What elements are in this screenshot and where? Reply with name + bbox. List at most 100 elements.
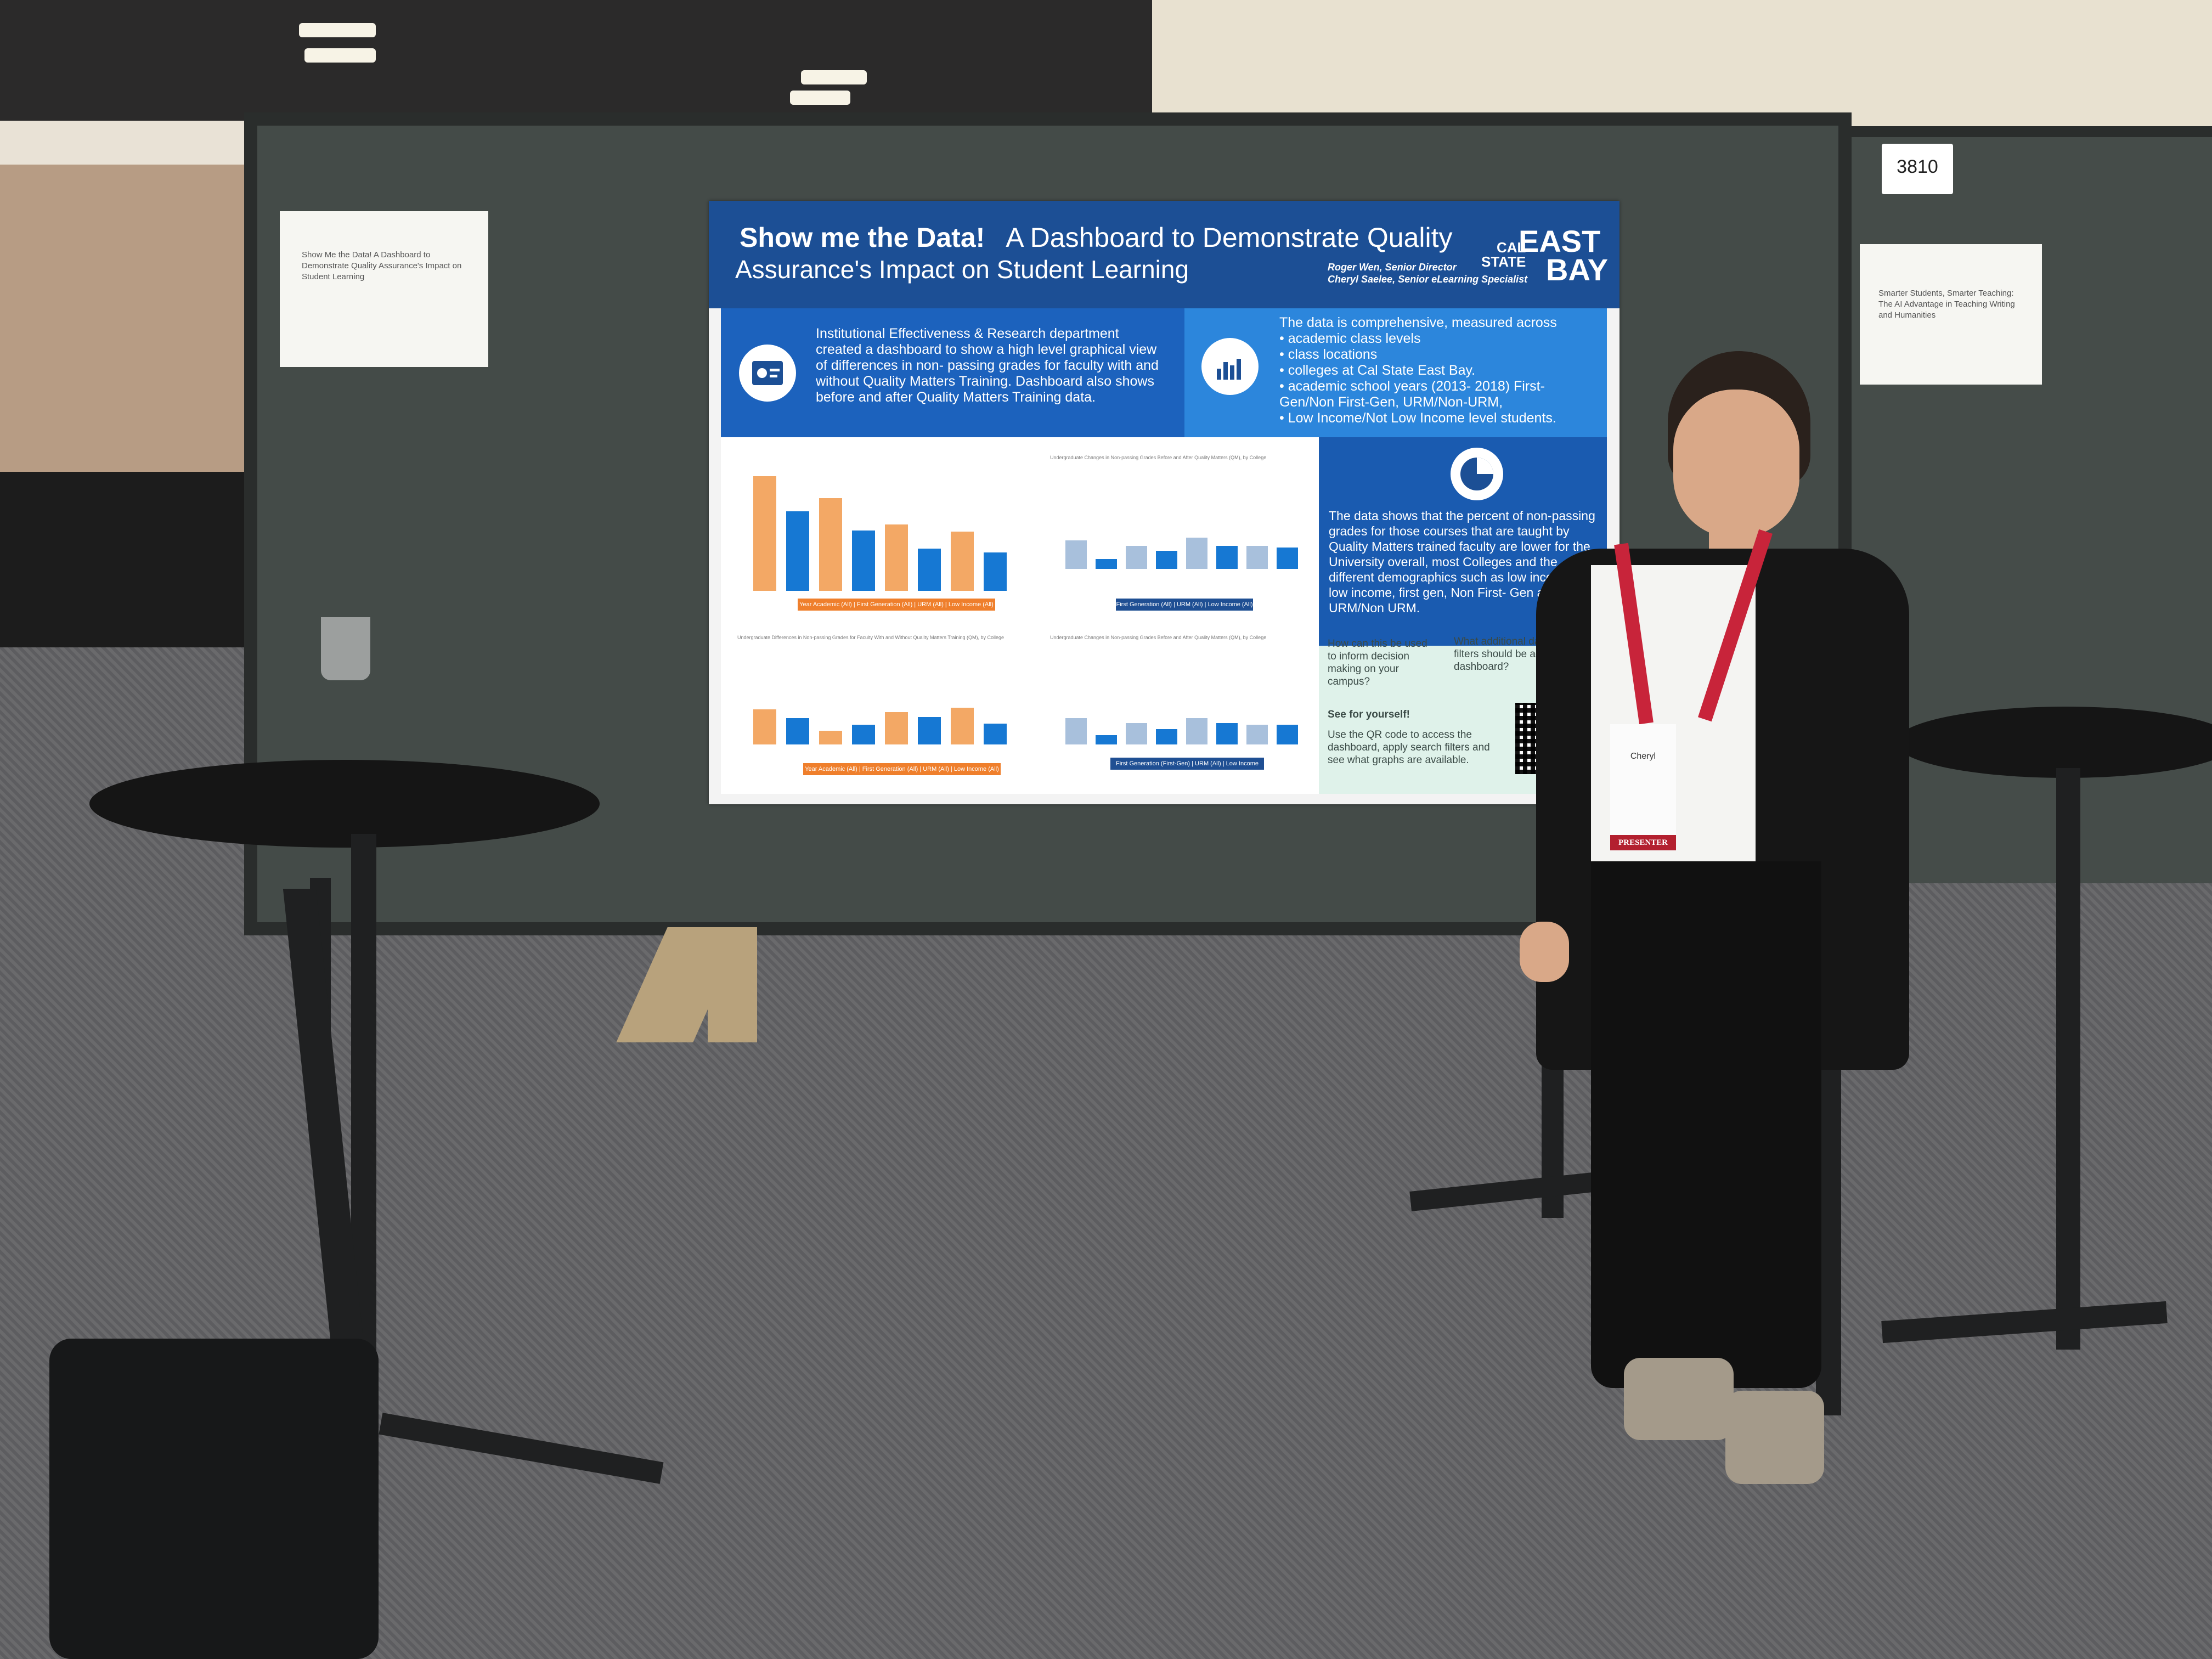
pie-chart-icon [1451, 448, 1503, 500]
right-title-note: Smarter Students, Smarter Teaching: The … [1860, 244, 2042, 385]
chart-bar [1216, 546, 1238, 569]
chart-bar [1277, 548, 1298, 569]
right-note-text: Smarter Students, Smarter Teaching: The … [1878, 289, 2015, 320]
chart-bar [1065, 540, 1087, 569]
measure-item: • academic class levels [1279, 331, 1421, 346]
chart-bar [819, 730, 842, 744]
logo-east: EAST [1519, 224, 1601, 258]
chart-3-plot [748, 668, 1012, 744]
chart-bar [1246, 724, 1268, 744]
chart-bar [1277, 724, 1298, 744]
chart-bar [1186, 718, 1207, 744]
chart-bar [918, 716, 941, 744]
name-badge: Cheryl PRESENTER [1610, 724, 1676, 850]
chart-bar [885, 712, 908, 744]
chart-bar [753, 476, 776, 591]
chart-4-plot [1061, 668, 1302, 744]
right-table-pole [2056, 768, 2080, 1350]
chart-bar [1246, 546, 1268, 569]
chart-1-legend: Year Academic (All) | First Generation (… [798, 599, 995, 611]
chart-bar [1126, 546, 1147, 569]
university-logo-big: EAST BAY [1519, 224, 1609, 287]
chart-4-title: Undergraduate Changes in Non-passing Gra… [1050, 635, 1267, 640]
chart-bar [1156, 729, 1177, 744]
chart-bar [753, 709, 776, 744]
chart-4-legend: First Generation (First-Gen) | URM (All)… [1110, 758, 1264, 779]
ceiling-light [790, 91, 850, 105]
chart-bar [786, 511, 809, 591]
poster-title-bold: Show me the Data! [740, 222, 985, 253]
brick-wall [0, 165, 274, 494]
research-poster: Show me the Data! A Dashboard to Demonst… [709, 201, 1620, 804]
chart-bar [918, 549, 941, 591]
dashboard-icon [739, 345, 796, 402]
presenter-right-shoe [1725, 1391, 1824, 1484]
measure-text: academic class levels [1288, 331, 1421, 346]
poster-authors: Roger Wen, Senior Director Cheryl Saelee… [1328, 261, 1527, 285]
ceiling-light [304, 48, 376, 63]
see-for-yourself-text: Use the QR code to access the dashboard,… [1328, 729, 1490, 766]
measure-text: academic school years (2013- 2018) First… [1279, 379, 1545, 410]
plastic-cup [321, 617, 370, 680]
chart-1-plot [748, 470, 1012, 591]
chart-1: Year Academic (All) | First Generation (… [737, 470, 1023, 613]
ceiling-light [801, 70, 867, 84]
chart-bar [1065, 718, 1087, 744]
university-logo-small: CAL STATE [1481, 240, 1526, 269]
measure-item: • class locations [1279, 347, 1378, 362]
intro-text: Institutional Effectiveness & Research d… [816, 326, 1159, 405]
left-note-text: Show Me the Data! A Dashboard to Demonst… [302, 250, 462, 281]
chart-bar [852, 531, 875, 591]
measure-text: colleges at Cal State East Bay. [1288, 363, 1476, 378]
charts-area: Year Academic (All) | First Generation (… [721, 437, 1319, 794]
chart-bar [1126, 723, 1147, 744]
poster-header [709, 201, 1620, 308]
chart-bar [1186, 538, 1207, 569]
backpack [49, 1339, 379, 1659]
passerby-legs [708, 927, 757, 1042]
bar-chart-icon [1201, 338, 1259, 395]
presenter-left-shoe [1624, 1358, 1734, 1440]
chart-2-legend: First Generation (All) | URM (All) | Low… [1116, 599, 1253, 611]
chart-3-legend: Year Academic (All) | First Generation (… [803, 763, 1001, 775]
see-for-yourself-heading: See for yourself! [1328, 709, 1410, 720]
measure-item: • academic school years (2013- 2018) Fir… [1279, 379, 1545, 410]
poster-title-line2: Assurance's Impact on Student Learning [735, 255, 1189, 284]
presenter-pants [1591, 861, 1821, 1388]
chart-bar [819, 498, 842, 591]
measure-text: class locations [1288, 347, 1378, 362]
logo-cal: CAL [1496, 239, 1526, 256]
question-1: How can this be used to inform decision … [1328, 638, 1427, 687]
measures-block: The data is comprehensive, measured acro… [1279, 315, 1598, 426]
author-2: Cheryl Saelee, Senior eLearning Speciali… [1328, 274, 1528, 285]
chart-bar [1216, 723, 1238, 744]
measure-item: • Low Income/Not Low Income level studen… [1279, 410, 1556, 426]
presenter-left-hand [1520, 922, 1569, 982]
measure-text: Low Income/Not Low Income level students… [1288, 410, 1556, 426]
left-high-table [89, 760, 600, 848]
chart-bar [885, 524, 908, 591]
chart-bar [984, 724, 1007, 744]
chart-bar [1156, 551, 1177, 569]
right-high-table [1895, 707, 2212, 778]
badge-role: PRESENTER [1610, 835, 1676, 850]
chart-bar [951, 707, 974, 744]
chart-bar [984, 552, 1007, 591]
chart-3-title: Undergraduate Differences in Non-passing… [737, 635, 1005, 640]
chart-4: Undergraduate Changes in Non-passing Gra… [1050, 635, 1308, 779]
chart-2-plot [1061, 487, 1302, 569]
measure-item: • colleges at Cal State East Bay. [1279, 363, 1476, 378]
ceiling-light [299, 23, 376, 37]
black-curtain [0, 472, 285, 658]
author-1: Roger Wen, Senior Director [1328, 262, 1457, 273]
chart-2-title: Undergraduate Changes in Non-passing Gra… [1050, 455, 1267, 460]
chart-bar [951, 532, 974, 591]
logo-bay: BAY [1546, 252, 1609, 287]
left-title-note: Show Me the Data! A Dashboard to Demonst… [280, 211, 488, 367]
intro-band [721, 308, 1184, 437]
badge-name: Cheryl [1630, 752, 1656, 761]
chart-bar [1096, 735, 1117, 744]
chart-3: Undergraduate Differences in Non-passing… [737, 635, 1023, 777]
measures-heading: The data is comprehensive, measured acro… [1279, 315, 1557, 330]
chart-bar [1096, 559, 1117, 569]
